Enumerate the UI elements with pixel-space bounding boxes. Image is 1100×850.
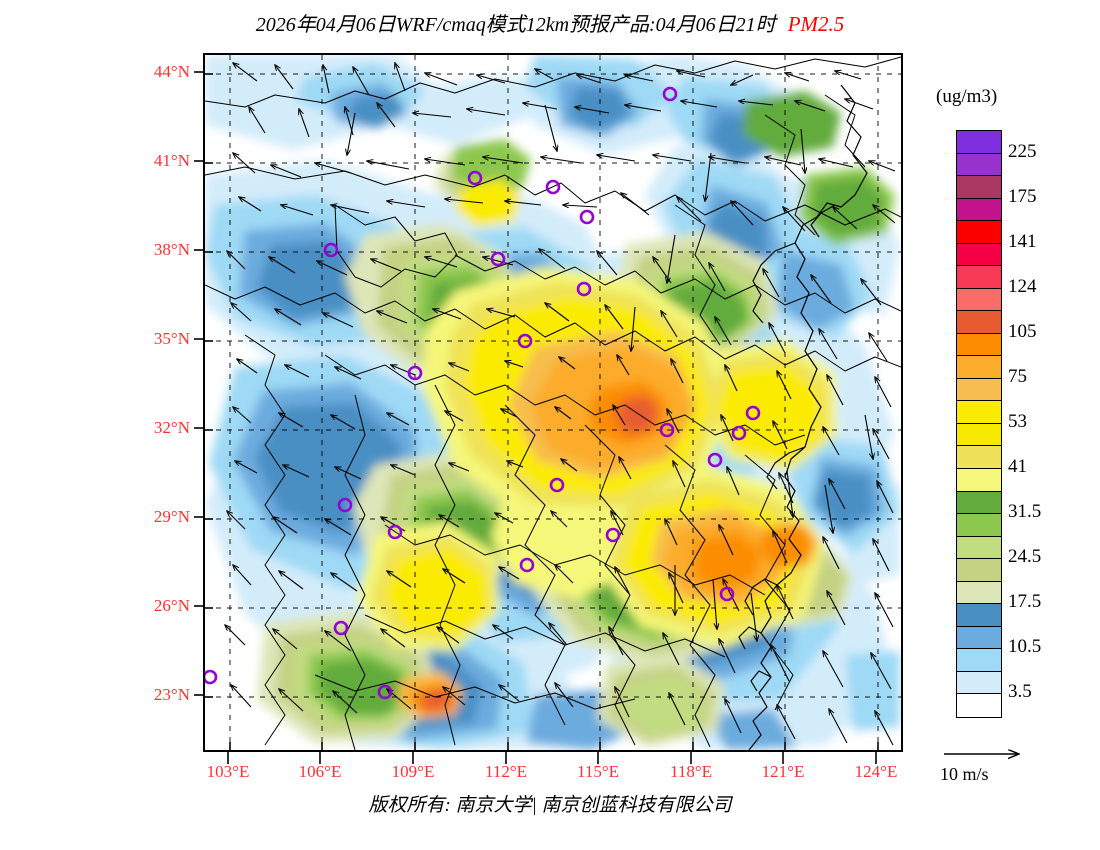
city-marker[interactable]	[605, 527, 621, 543]
lon-label-112: 112°E	[484, 762, 528, 781]
colorbar-label: 225	[1008, 140, 1037, 162]
colorbar-band	[957, 514, 1001, 537]
colorbar-band	[957, 649, 1001, 672]
lon-label-118: 118°E	[669, 762, 713, 781]
colorbar-band	[957, 604, 1001, 627]
lat-label-32: 32°N	[153, 418, 190, 437]
lon-label-106: 106°E	[298, 762, 342, 781]
colorbar-band	[957, 333, 1001, 357]
city-marker[interactable]	[519, 557, 535, 573]
colorbar-band	[957, 266, 1001, 289]
city-marker[interactable]	[707, 452, 723, 468]
city-marker[interactable]	[545, 179, 561, 195]
colorbar-band	[957, 153, 1001, 177]
lon-label-115: 115°E	[576, 762, 620, 781]
colorbar-band	[957, 221, 1001, 244]
lat-label-44: 44°N	[153, 62, 190, 81]
city-marker[interactable]	[549, 477, 565, 493]
city-marker[interactable]	[745, 405, 761, 421]
wind-vectors	[225, 63, 896, 746]
lat-label-41: 41°N	[153, 151, 190, 170]
city-marker[interactable]	[377, 684, 393, 700]
city-marker[interactable]	[387, 524, 403, 540]
colorbar-label: 53	[1008, 411, 1027, 432]
wind-scale-label: 10 m/s	[940, 764, 989, 784]
lat-label-29: 29°N	[153, 507, 190, 526]
city-marker[interactable]	[576, 281, 592, 297]
colorbar-band	[957, 581, 1001, 605]
city-markers[interactable]	[205, 86, 761, 700]
lon-label-103: 103°E	[206, 762, 250, 781]
colorbar-band	[957, 694, 1001, 717]
city-marker[interactable]	[467, 170, 483, 186]
colorbar-label: 175	[1008, 185, 1037, 207]
colorbar-band	[957, 288, 1001, 312]
colorbar-band	[957, 626, 1001, 650]
city-marker[interactable]	[205, 669, 218, 685]
colorbar-band	[957, 671, 1001, 695]
axis-ticks	[205, 73, 879, 750]
colorbar-label: 3.5	[1008, 681, 1032, 703]
colorbar-label: 17.5	[1008, 591, 1042, 613]
colorbar-band	[957, 468, 1001, 492]
city-marker[interactable]	[333, 620, 349, 636]
colorbar-band	[957, 311, 1001, 334]
title-species: PM2.5	[787, 12, 845, 36]
colorbar[interactable]	[956, 130, 1002, 718]
colorbar-band	[957, 176, 1001, 199]
colorbar-band	[957, 243, 1001, 267]
copyright-text: 版权所有: 南京大学| 南京创蓝科技有限公司	[368, 795, 732, 816]
colorbar-label: 124	[1008, 275, 1037, 297]
city-marker[interactable]	[719, 586, 735, 602]
city-marker[interactable]	[579, 209, 595, 225]
city-marker[interactable]	[337, 497, 353, 513]
lat-label-38: 38°N	[153, 240, 190, 259]
map-layers	[205, 55, 901, 750]
wind-scale-legend: 10 m/s	[940, 745, 1090, 785]
lon-label-124: 124°E	[854, 762, 898, 781]
colorbar-band	[957, 446, 1001, 469]
colorbar-label: 31.5	[1008, 501, 1042, 523]
colorbar-band	[957, 356, 1001, 379]
city-marker[interactable]	[407, 365, 423, 381]
city-marker[interactable]	[490, 251, 506, 267]
colorbar-band	[957, 559, 1001, 582]
map-panel[interactable]	[203, 53, 903, 752]
colorbar-band	[957, 491, 1001, 515]
colorbar-label: 105	[1008, 320, 1037, 342]
colorbar-band	[957, 378, 1001, 402]
colorbar-label: 75	[1008, 365, 1027, 387]
colorbar-label: 141	[1008, 230, 1037, 252]
colorbar-band	[957, 198, 1001, 222]
colorbar-band	[957, 131, 1001, 154]
pm25-contour-map[interactable]	[205, 55, 901, 750]
colorbar-band	[957, 423, 1001, 447]
city-marker[interactable]	[662, 86, 678, 102]
lat-label-26: 26°N	[153, 596, 190, 615]
colorbar-band	[957, 401, 1001, 424]
lat-label-35: 35°N	[153, 329, 190, 348]
colorbar-label: 10.5	[1008, 636, 1042, 658]
city-marker[interactable]	[659, 422, 675, 438]
province-boundaries	[205, 56, 901, 750]
lon-label-121: 121°E	[761, 762, 805, 781]
city-marker[interactable]	[323, 242, 339, 258]
colorbar-units: (ug/m3)	[936, 86, 998, 107]
colorbar-label: 24.5	[1008, 546, 1042, 568]
lat-label-23: 23°N	[153, 685, 190, 704]
colorbar-label: 41	[1008, 456, 1027, 478]
wind-arrow-icon	[940, 745, 1090, 763]
page-title: 2026年04月06日WRF/cmaq模式12km预报产品:04月06日21时 P…	[0, 8, 1100, 37]
lon-label-109: 109°E	[391, 762, 435, 781]
city-marker[interactable]	[517, 333, 533, 349]
city-marker[interactable]	[731, 425, 747, 441]
title-text: 2026年04月06日WRF/cmaq模式12km预报产品:04月06日21时	[255, 14, 776, 36]
colorbar-band	[957, 536, 1001, 560]
